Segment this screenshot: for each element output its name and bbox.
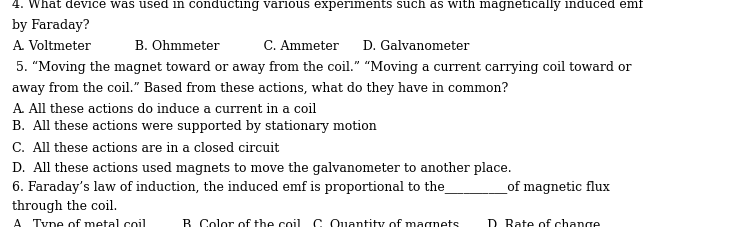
Text: 5. “Moving the magnet toward or away from the coil.” “Moving a current carrying : 5. “Moving the magnet toward or away fro… (12, 60, 631, 74)
Text: D.  All these actions used magnets to move the galvanometer to another place.: D. All these actions used magnets to mov… (12, 162, 511, 175)
Text: through the coil.: through the coil. (12, 200, 118, 213)
Text: A. All these actions do induce a current in a coil: A. All these actions do induce a current… (12, 103, 316, 116)
Text: A.  Type of metal coil         B. Color of the coil   C. Quantity of magnets    : A. Type of metal coil B. Color of the co… (12, 219, 600, 227)
Text: A. Voltmeter           B. Ohmmeter           C. Ammeter      D. Galvanometer: A. Voltmeter B. Ohmmeter C. Ammeter D. G… (12, 40, 469, 53)
Text: by Faraday?: by Faraday? (12, 19, 89, 32)
Text: 4. What device was used in conducting various experiments such as with magnetica: 4. What device was used in conducting va… (12, 0, 643, 11)
Text: B.  All these actions were supported by stationary motion: B. All these actions were supported by s… (12, 120, 376, 133)
Text: away from the coil.” Based from these actions, what do they have in common?: away from the coil.” Based from these ac… (12, 82, 508, 95)
Text: C.  All these actions are in a closed circuit: C. All these actions are in a closed cir… (12, 142, 279, 155)
Text: 6. Faraday’s law of induction, the induced emf is proportional to the__________o: 6. Faraday’s law of induction, the induc… (12, 181, 610, 194)
